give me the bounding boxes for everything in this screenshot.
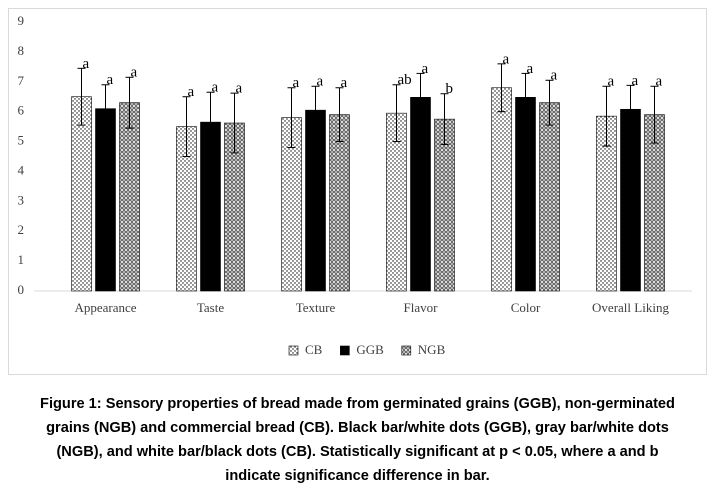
x-tick-label: Texture [296, 300, 336, 315]
y-tick-label: 6 [18, 103, 25, 118]
y-tick-label: 4 [18, 162, 25, 177]
significance-letter: a [83, 56, 90, 72]
x-tick-label: Overall Liking [592, 300, 669, 315]
legend-label: CB [305, 342, 323, 357]
significance-letter: a [503, 51, 510, 67]
y-tick-label: 2 [18, 222, 25, 237]
y-tick-label: 9 [18, 13, 25, 28]
legend-swatch [340, 345, 350, 356]
significance-letter: a [293, 75, 300, 91]
y-tick-label: 1 [18, 252, 25, 267]
significance-letter: a [212, 80, 219, 96]
bar [620, 108, 641, 292]
x-tick-label: Taste [197, 300, 224, 315]
caption: Figure 1: Sensory properties of bread ma… [0, 392, 715, 488]
y-tick-label: 7 [18, 73, 25, 88]
significance-letter: a [317, 74, 324, 90]
significance-letter: a [236, 81, 243, 97]
legend-label: GGB [356, 342, 384, 357]
bar [305, 109, 326, 292]
bar [515, 97, 536, 292]
y-tick-label: 5 [18, 133, 25, 148]
significance-letter: a [656, 74, 663, 90]
chart-frame [8, 8, 707, 375]
significance-letter: a [341, 75, 348, 91]
significance-letter: a [551, 68, 558, 84]
caption-line: Figure 1: Sensory properties of bread ma… [40, 396, 675, 412]
caption-line: grains (NGB) and commercial bread (CB). … [46, 420, 669, 436]
caption-line: (NGB), and white bar/black dots (CB). St… [56, 444, 659, 460]
x-tick-label: Flavor [404, 300, 439, 315]
bar [95, 108, 116, 292]
significance-letter: a [188, 84, 195, 100]
significance-letter: b [446, 81, 454, 97]
legend-swatch [401, 345, 412, 356]
bar [491, 87, 512, 292]
significance-letter: a [131, 65, 138, 81]
significance-letter: a [422, 61, 429, 77]
bar [410, 97, 431, 292]
legend-swatch [288, 345, 299, 356]
bar [71, 96, 92, 292]
significance-letter: a [632, 73, 639, 89]
x-tick-label: Appearance [74, 300, 136, 315]
bar [539, 102, 560, 292]
significance-letter: a [107, 72, 114, 88]
y-tick-label: 0 [18, 282, 25, 297]
bar [119, 102, 140, 292]
x-tick-label: Color [511, 300, 541, 315]
significance-letter: ab [398, 72, 412, 88]
significance-letter: a [608, 74, 615, 90]
legend-label: NGB [418, 342, 446, 357]
y-tick-label: 3 [18, 192, 25, 207]
caption-line: indicate significance difference in bar. [225, 468, 490, 484]
y-tick-label: 8 [18, 43, 25, 58]
significance-letter: a [527, 61, 534, 77]
